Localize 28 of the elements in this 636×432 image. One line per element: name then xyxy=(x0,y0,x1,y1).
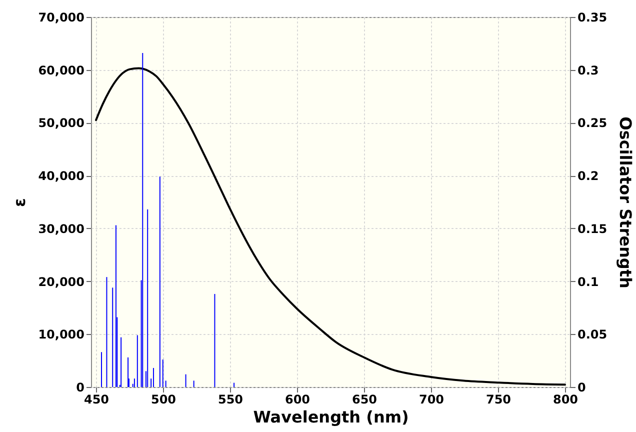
x-tick-label: 700 xyxy=(418,392,444,406)
y2-axis-title: Oscillator Strength xyxy=(616,116,636,288)
y-axis-title: ε xyxy=(10,198,30,207)
x-tick-label: 600 xyxy=(284,392,310,406)
y-tick-label: 40,000 xyxy=(38,169,84,184)
y-tick-label: 50,000 xyxy=(38,116,84,130)
y2-tick-label: 0.35 xyxy=(578,10,608,24)
y-tick-label: 60,000 xyxy=(38,63,84,78)
y-tick-label: 70,000 xyxy=(38,10,84,24)
y2-tick-label: 0.25 xyxy=(578,116,608,130)
x-tick-label: 750 xyxy=(486,392,512,406)
y2-tick-label: 0.15 xyxy=(578,222,608,236)
y2-tick-label: 0.1 xyxy=(578,274,599,289)
y-tick-label: 30,000 xyxy=(38,222,84,236)
x-tick-label: 500 xyxy=(150,392,176,406)
y2-tick-label: 0.2 xyxy=(578,169,599,184)
y-tick-label: 10,000 xyxy=(38,328,84,342)
y2-tick-label: 0 xyxy=(578,380,586,394)
y-tick-label: 0 xyxy=(76,380,84,394)
y2-tick-label: 0.05 xyxy=(578,328,608,342)
x-tick-label: 550 xyxy=(218,392,244,406)
y-tick-label: 20,000 xyxy=(38,274,84,289)
line-series xyxy=(95,67,566,386)
x-tick-label: 650 xyxy=(352,392,378,406)
x-tick-label: 800 xyxy=(552,392,578,406)
y2-tick-label: 0.3 xyxy=(578,63,599,78)
x-tick-label: 450 xyxy=(84,392,110,406)
x-axis-title: Wavelength (nm) xyxy=(253,408,409,426)
